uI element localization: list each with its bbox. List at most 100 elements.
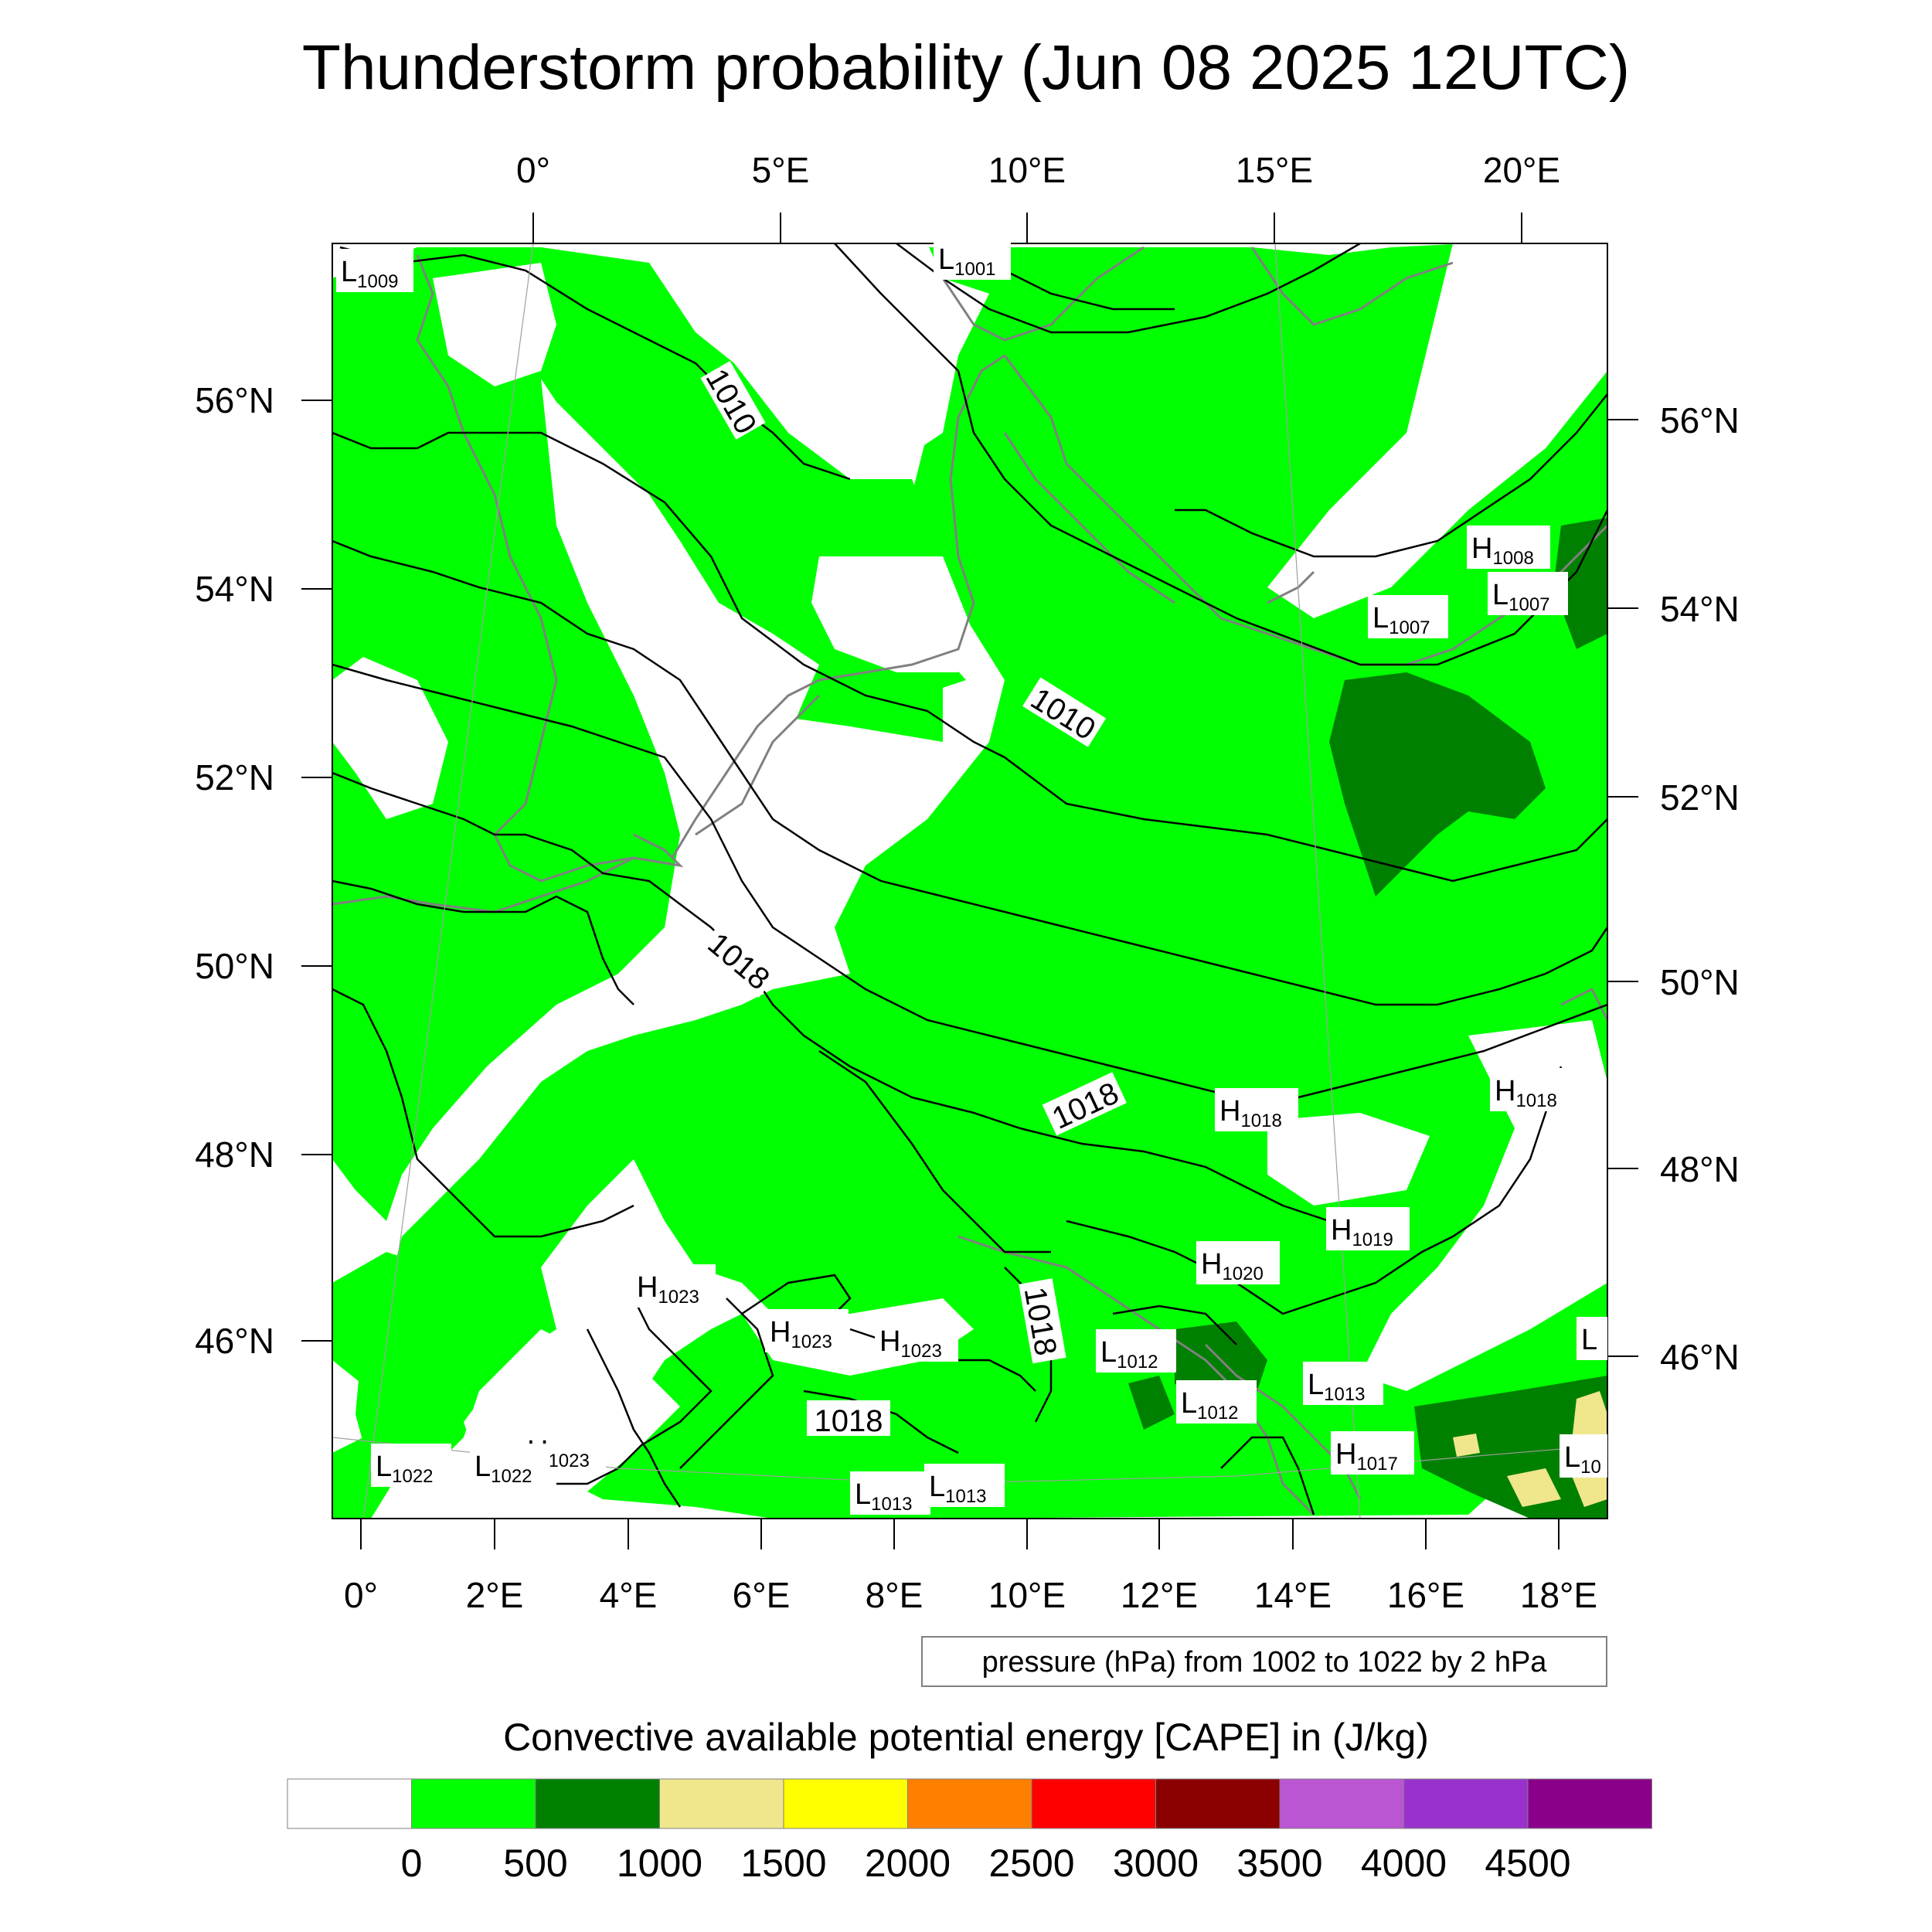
svg-text:L: L [1581,1324,1597,1356]
pressure-letter: H [1201,1248,1222,1281]
pressure-letter: H [1495,1075,1515,1107]
colorbar-swatch [1279,1778,1404,1829]
colorbar-tick-label: 4500 [1485,1842,1570,1885]
svg-text:L1001: L1001 [938,243,996,280]
isobar-labels: 1010 1010 1018 1018 1018 1018 [699,361,1127,1438]
pressure-value: 1020 [1222,1264,1263,1284]
bottom-tick-label: 0° [344,1575,378,1615]
pressure-value: 1022 [392,1466,433,1487]
right-tick-label: 50°N [1660,962,1740,1002]
pressure-letter: L [1100,1336,1117,1369]
svg-text:L1007: L1007 [1372,602,1430,638]
pressure-value: 10 [1580,1457,1601,1478]
colorbar-tick-label: 1000 [617,1842,702,1885]
pressure-letter: L [1372,602,1389,634]
bottom-tick-label: 2°E [466,1575,524,1615]
pressure-letter: H [1331,1214,1352,1247]
pressure-value: 1012 [1117,1352,1158,1372]
right-tick-label: 56°N [1660,400,1740,440]
bottom-tick-label: 14°E [1254,1575,1332,1615]
bottom-tick-label: 16°E [1387,1575,1464,1615]
colorbar-swatch [907,1778,1032,1829]
left-tick-label: 48°N [195,1134,274,1175]
colorbar-labels: 0 500 1000 1500 2000 2500 3000 3500 4000 4500 [401,1842,1571,1885]
svg-text:H1023: H1023 [770,1316,832,1352]
left-tick-label: 50°N [195,946,274,986]
pressure-system-labels: L1009 L1001 H1008 L1007 L1007 H1018 H101… [336,241,1607,1515]
pressure-letter: L [474,1451,491,1483]
colorbar-tick-label: 3000 [1113,1842,1199,1885]
svg-text:H1019: H1019 [1331,1214,1393,1250]
colorbar-swatch [287,1778,412,1829]
left-tick-label: 54°N [195,569,274,609]
bottom-tick-label: 18°E [1520,1575,1597,1615]
pressure-value: 1023 [548,1451,589,1471]
svg-text:H1008: H1008 [1471,532,1534,569]
top-tick-label: 15°E [1236,150,1313,190]
svg-text:H1017: H1017 [1335,1438,1398,1475]
bottom-tick-label: 6°E [733,1575,791,1615]
pressure-value: 1019 [1352,1230,1393,1250]
pressure-value: 1013 [871,1494,912,1515]
right-tick-label: 48°N [1660,1149,1740,1189]
bottom-axis [360,1519,1560,1549]
svg-text:L1007: L1007 [1492,579,1550,615]
pressure-letter: L [1581,1324,1597,1356]
pressure-letter: L [938,243,954,276]
svg-text:L10: L10 [1564,1441,1601,1478]
bottom-tick-label: 12°E [1121,1575,1198,1615]
svg-text:H1018: H1018 [1495,1075,1557,1111]
map-title: Thunderstorm probability (Jun 08 2025 12… [302,32,1630,103]
pressure-letter: H [1335,1438,1356,1471]
svg-text:H1023: H1023 [637,1271,699,1308]
pressure-value: 1017 [1356,1454,1397,1475]
colorbar-tick-label: 0 [401,1842,423,1885]
pressure-value: 1023 [900,1341,941,1362]
colorbar-swatch [411,1778,536,1829]
top-tick-label: 5°E [752,150,810,190]
pressure-value: 1007 [1389,617,1430,638]
left-axis [301,400,332,1342]
svg-text:H1023: H1023 [879,1325,942,1362]
pressure-value: 1001 [954,259,995,280]
pressure-letter: H [637,1271,658,1304]
colorbar [287,1778,1652,1829]
pressure-value: 1008 [1492,548,1533,569]
pressure-value: 1023 [791,1332,832,1352]
right-tick-label: 52°N [1660,777,1740,818]
svg-text:L1012: L1012 [1100,1336,1158,1372]
colorbar-swatch [1155,1778,1281,1829]
bottom-axis-labels: 0° 2°E 4°E 6°E 8°E 10°E 12°E 14°E 16°E 1… [344,1575,1597,1615]
colorbar-tick-label: 500 [503,1842,567,1885]
top-tick-label: 0° [516,150,550,190]
right-tick-label: 54°N [1660,589,1740,629]
isobars [332,243,1607,1515]
bottom-tick-label: 4°E [600,1575,658,1615]
colorbar-tick-label: 2000 [865,1842,951,1885]
colorbar-swatch [783,1778,908,1829]
pressure-value: 1023 [658,1287,699,1308]
svg-text:L1009: L1009 [341,256,399,292]
left-tick-label: 46°N [195,1321,274,1361]
colorbar-swatch [535,1778,660,1829]
colorbar-tick-label: 2500 [988,1842,1074,1885]
colorbar-swatch [659,1778,784,1829]
pressure-letter: L [1564,1441,1580,1474]
contour-info-box: pressure (hPa) from 1002 to 1022 by 2 hP… [921,1636,1607,1687]
top-axis-labels: 0° 5°E 10°E 15°E 20°E [516,150,1560,190]
isobar-label: 1018 [815,1404,883,1438]
pressure-value: 1018 [1515,1090,1556,1111]
pressure-letter: L [376,1451,392,1483]
pressure-letter: H [770,1316,791,1349]
left-tick-label: 52°N [195,757,274,798]
svg-text:L1012: L1012 [1181,1387,1239,1423]
svg-text:L1013: L1013 [1308,1369,1366,1405]
left-tick-label: 56°N [195,380,274,420]
pressure-value: 1018 [1240,1111,1281,1131]
svg-text:L1022: L1022 [376,1451,434,1487]
bottom-tick-label: 8°E [866,1575,923,1615]
pressure-value: 1009 [357,271,398,292]
svg-text:H1020: H1020 [1201,1248,1264,1284]
pressure-letter: L [855,1478,871,1511]
pressure-letter: L [1181,1387,1197,1420]
